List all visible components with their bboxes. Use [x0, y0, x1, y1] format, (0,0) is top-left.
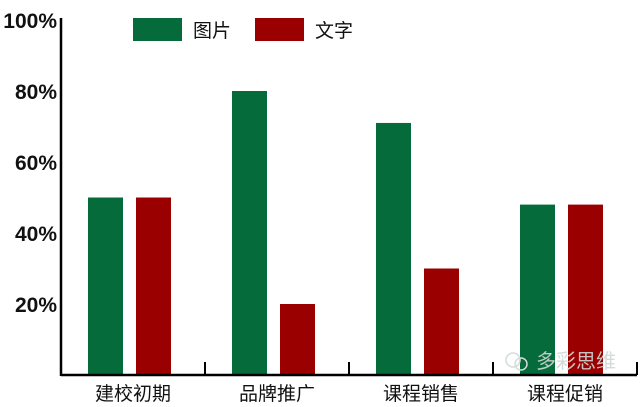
- y-tick-label: 20%: [15, 294, 57, 317]
- bar-text: [568, 204, 603, 375]
- legend-swatch: [133, 18, 182, 41]
- legend-swatch: [255, 18, 304, 41]
- bar-picture: [376, 122, 411, 375]
- watermark-text: 多彩思维: [536, 349, 616, 373]
- y-tick-label: 100%: [3, 10, 57, 33]
- y-tick-label: 40%: [15, 223, 57, 246]
- y-tick-label: 60%: [15, 152, 57, 175]
- x-category-label: 建校初期: [95, 383, 171, 405]
- bar-picture: [88, 197, 123, 375]
- bar-text: [280, 304, 315, 375]
- x-category-label: 课程销售: [383, 383, 459, 405]
- bar-picture: [520, 204, 555, 375]
- x-category-label: 课程促销: [527, 383, 603, 405]
- bar-picture: [232, 91, 267, 375]
- bar-text: [424, 268, 459, 375]
- legend-label: 文字: [315, 20, 353, 42]
- x-category-label: 品牌推广: [239, 383, 315, 405]
- watermark: 多彩思维: [505, 349, 616, 373]
- bar-text: [136, 197, 171, 375]
- legend-label: 图片: [193, 20, 231, 42]
- y-tick-label: 80%: [15, 81, 57, 104]
